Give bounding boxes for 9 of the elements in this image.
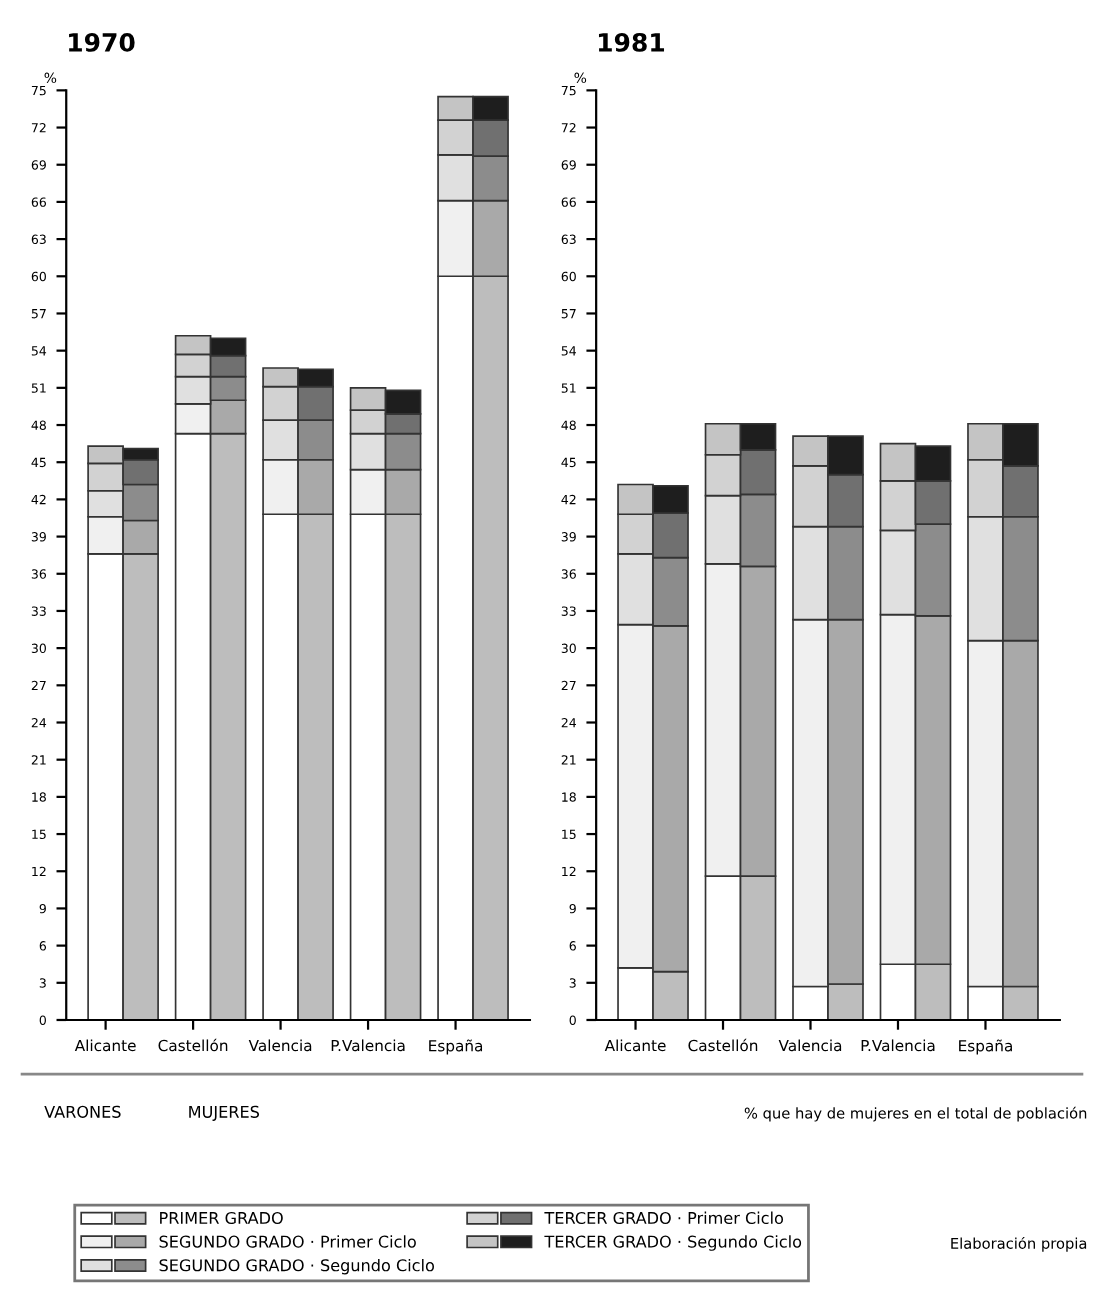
legend-label: SEGUNDO GRADO · Primer Ciclo [159, 1235, 416, 1248]
legend-label: PRIMER GRADO [160, 1211, 283, 1225]
chart-title: 1970 [69, 32, 135, 52]
text: MUJERES [189, 1105, 260, 1121]
chart-title: 1981 [598, 32, 665, 52]
legend-label: TERCER GRADO · Segundo Ciclo [544, 1235, 802, 1251]
legend-label: TERCER GRADO · Primer Ciclo [544, 1211, 784, 1225]
legend-label: SEGUNDO GRADO · Segundo Ciclo [159, 1258, 434, 1275]
text: VARONES [44, 1105, 121, 1118]
